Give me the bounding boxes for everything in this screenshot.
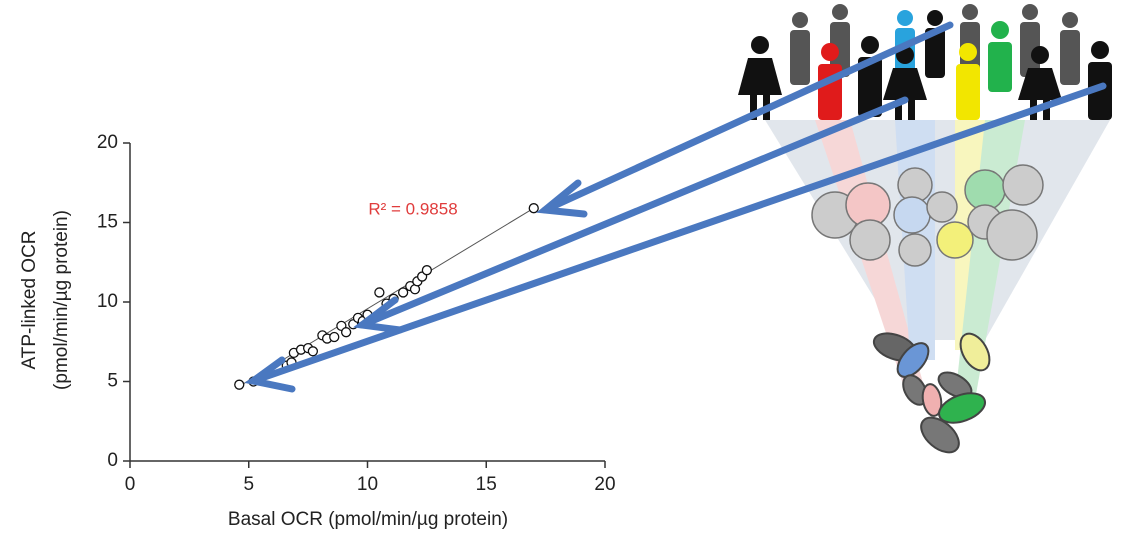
x-tick-label: 20 — [594, 474, 615, 495]
x-tick-label: 15 — [476, 474, 497, 495]
y-tick-label: 10 — [97, 291, 118, 312]
point — [375, 288, 384, 297]
y-tick-label: 5 — [107, 371, 118, 392]
y-tick-label: 0 — [107, 450, 118, 471]
point — [342, 328, 351, 337]
x-tick-label: 10 — [357, 474, 378, 495]
point — [422, 266, 431, 275]
y-axis-label: (pmol/min/µg protein) — [51, 210, 72, 390]
point — [308, 347, 317, 356]
illustration — [765, 120, 1110, 400]
figure: ATP-linked OCR (pmol/min/µg protein) Bas… — [0, 0, 1124, 535]
x-axis-label: Basal OCR (pmol/min/µg protein) — [228, 509, 508, 530]
plot: 0 5 10 15 20 0 5 10 15 20 — [97, 132, 616, 495]
point — [529, 204, 538, 213]
x-tick-label: 0 — [125, 474, 136, 495]
y-axis-label: ATP-linked OCR — [19, 230, 40, 369]
point — [330, 332, 339, 341]
x-tick-label: 5 — [243, 474, 254, 495]
y-tick-label: 15 — [97, 212, 118, 233]
annotation: R² = 0.9858 — [368, 199, 457, 218]
point — [235, 380, 244, 389]
y-tick-label: 20 — [97, 132, 118, 153]
